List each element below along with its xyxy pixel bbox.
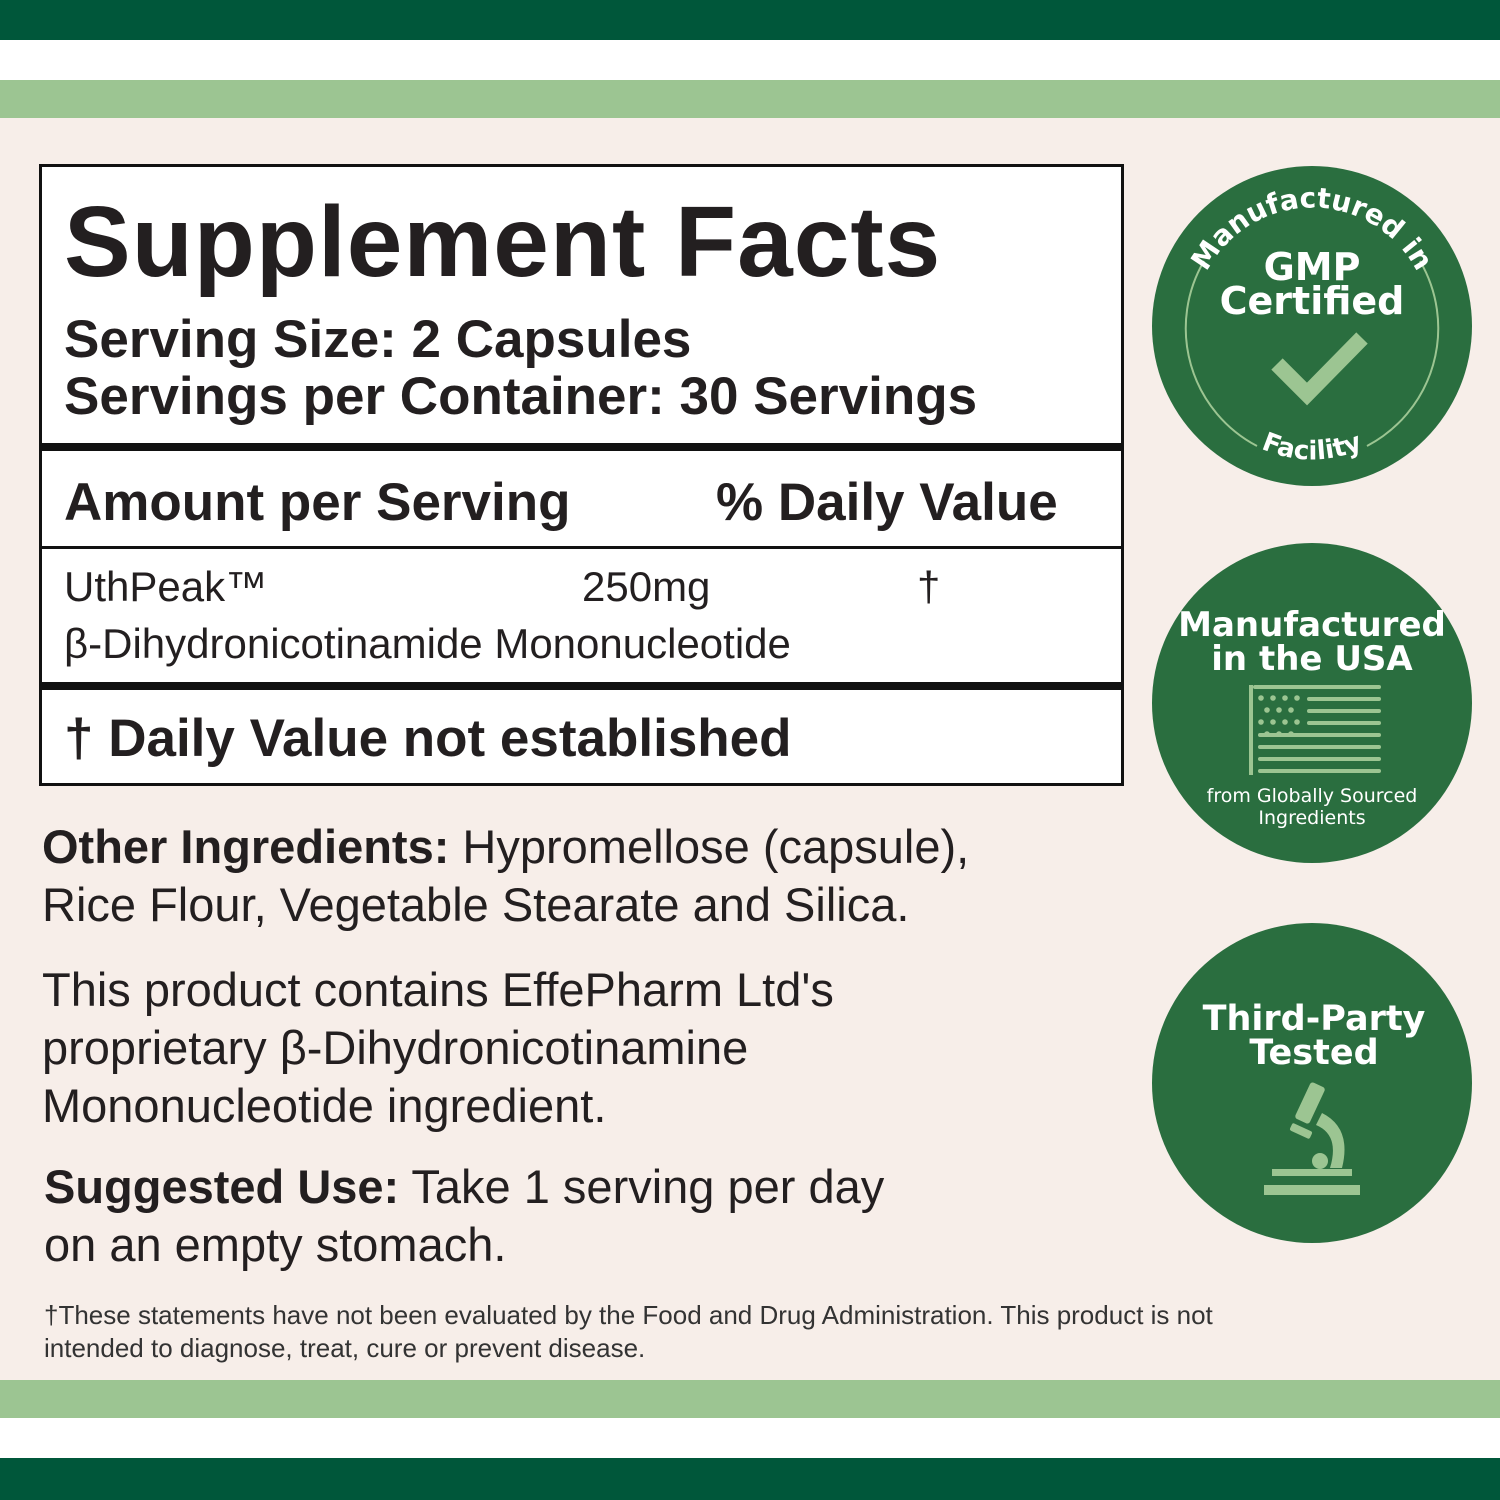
disclaimer-line: †These statements have not been evaluate… [44,1300,1213,1330]
flag-star [1282,695,1288,701]
amount-per-serving-header: Amount per Serving [64,473,571,532]
usa-sub1: from Globally Sourced [1207,785,1418,807]
facts-title: Supplement Facts [64,186,942,298]
proprietary-line: proprietary β-Dihydronicotinamine [42,1021,749,1074]
tested-line2: Tested [1249,1033,1378,1073]
supplement-facts-panel: Supplement Facts Serving Size: 2 Capsule… [39,164,1124,786]
flag-star [1270,695,1276,701]
bottom-light-band [0,1380,1500,1418]
made-in-usa-badge: Manufactured in the USA from Globally So… [1152,543,1472,863]
other-ingredients-label: Other Ingredients: [42,820,450,873]
top-dark-band [0,0,1500,40]
top-white-band [0,40,1500,80]
flag-star [1288,707,1294,713]
tested-line1: Third-Party [1203,999,1426,1039]
flag-star [1264,731,1270,737]
suggested-use-text: Take 1 serving per day [399,1160,885,1213]
usa-line1: Manufactured [1178,605,1446,645]
other-ingredients-text: Hypromellose (capsule), [449,820,970,873]
serving-size: Serving Size: 2 Capsules [64,310,692,369]
usa-line2: in the USA [1211,639,1413,679]
proprietary-line: Mononucleotide ingredient. [42,1079,607,1132]
flag-star [1258,719,1264,725]
flag-star [1294,695,1300,701]
third-party-tested-badge: Third-Party Tested [1152,923,1472,1243]
dv-footnote: † Daily Value not established [64,709,792,768]
proprietary-statement: This product contains EffePharm Ltd's pr… [42,961,834,1135]
proprietary-line: This product contains EffePharm Ltd's [42,963,834,1016]
other-ingredients-text: Rice Flour, Vegetable Stearate and Silic… [42,878,910,931]
top-light-band [0,80,1500,118]
daily-value-header: % Daily Value [716,473,1058,532]
fda-disclaimer: †These statements have not been evaluate… [44,1299,1213,1365]
other-ingredients: Other Ingredients: Hypromellose (capsule… [42,818,969,934]
ingredient-name: UthPeak™ [64,563,268,610]
thick-divider [42,682,1121,690]
ingredient-amount: 250mg [582,563,711,610]
servings-per-container: Servings per Container: 30 Servings [64,367,978,426]
flag-star [1288,731,1294,737]
microscope-icon [1264,1082,1360,1195]
bottom-dark-band [0,1458,1500,1500]
gmp-certified-badge: Manufactured in Facility GMP Certified [1152,166,1472,486]
flag-star [1258,695,1264,701]
gmp-line2: Certified [1220,279,1405,323]
ingredient-dv: † [917,563,941,610]
disclaimer-line: intended to diagnose, treat, cure or pre… [44,1333,646,1363]
thick-divider [42,443,1121,451]
checkmark-icon [1271,332,1368,406]
thin-divider [42,546,1121,549]
suggested-use: Suggested Use: Take 1 serving per day on… [44,1158,884,1274]
suggested-use-label: Suggested Use: [44,1160,400,1213]
us-flag-icon [1249,685,1381,775]
flag-star [1294,719,1300,725]
bottom-white-band [0,1418,1500,1458]
suggested-use-text: on an empty stomach. [44,1218,507,1271]
flag-star [1276,707,1282,713]
flag-star [1276,731,1282,737]
flag-star [1270,719,1276,725]
gmp-line1: GMP [1264,245,1361,289]
flag-star [1282,719,1288,725]
ingredient-description: β-Dihydronicotinamide Mononucleotide [64,620,791,667]
flag-star [1264,707,1270,713]
usa-sub2: Ingredients [1258,807,1365,829]
